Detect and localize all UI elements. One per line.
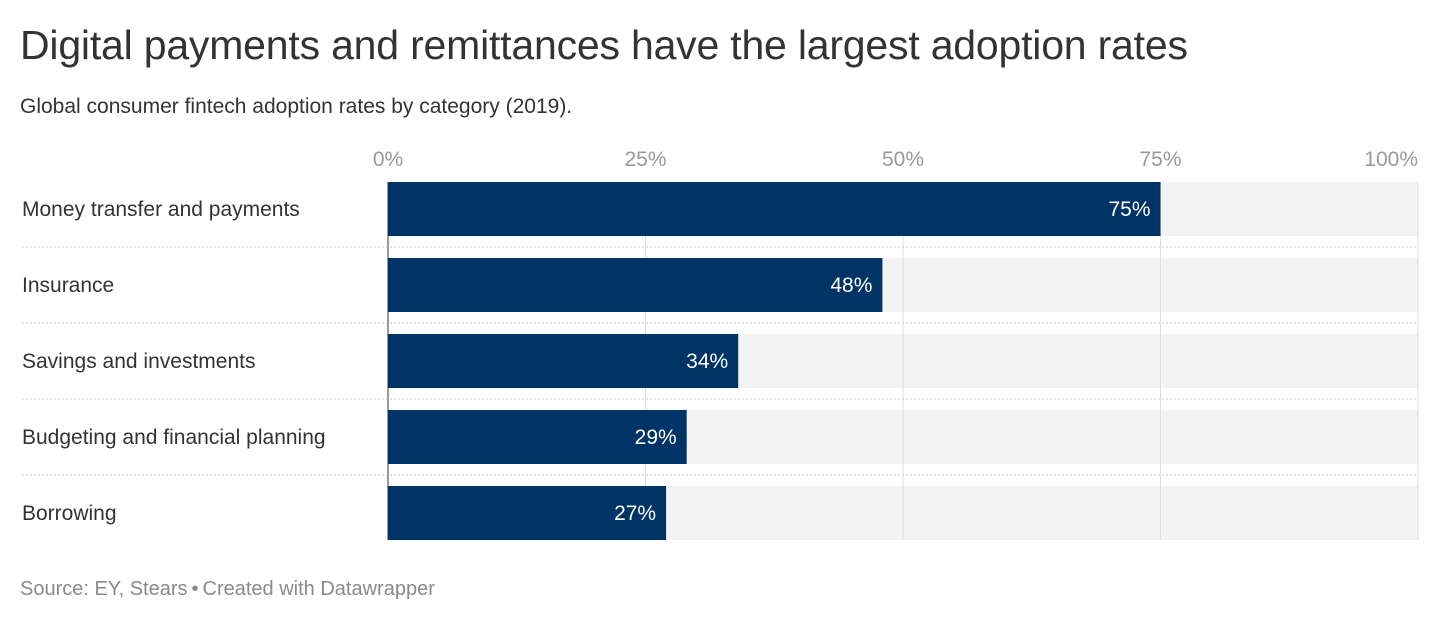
x-tick-label: 0% [373,148,403,171]
row-separators-layer [22,246,1418,476]
source-note: Source: EY, Stears • Created with Datawrap… [20,578,435,601]
source-separator: • [191,578,199,600]
value-label: 34% [686,350,728,373]
value-label: 27% [614,502,656,525]
bar [388,486,667,540]
x-tick-label: 100% [1364,148,1418,171]
value-labels-layer: 75% 48% 34% 29% 27% [614,198,1150,525]
x-axis-ticks-layer: 0% 25% 50% 75% 100% [373,148,1418,171]
value-label: 75% [1108,198,1150,221]
source-text: Source: EY, Stears [20,578,188,600]
bars-layer [388,182,1161,540]
x-tick-label: 25% [624,148,666,171]
value-label: 48% [830,274,872,297]
value-label: 29% [635,426,677,449]
x-tick-label: 75% [1139,148,1181,171]
category-label: Money transfer and payments [22,198,300,221]
category-labels-layer: Money transfer and payments Insurance Savi… [22,198,326,525]
category-label: Borrowing [22,502,117,525]
bar [388,410,687,464]
category-label: Budgeting and financial planning [22,426,326,449]
chart-subtitle: Global consumer fintech adoption rates b… [20,95,573,118]
bar [388,334,739,388]
category-label: Savings and investments [22,350,255,373]
category-label: Insurance [22,274,114,297]
x-tick-label: 50% [882,148,924,171]
bar [388,182,1161,236]
credit-text: Created with Datawrapper [202,578,435,600]
bar [388,258,883,312]
chart-title: Digital payments and remittances have th… [20,22,1188,68]
